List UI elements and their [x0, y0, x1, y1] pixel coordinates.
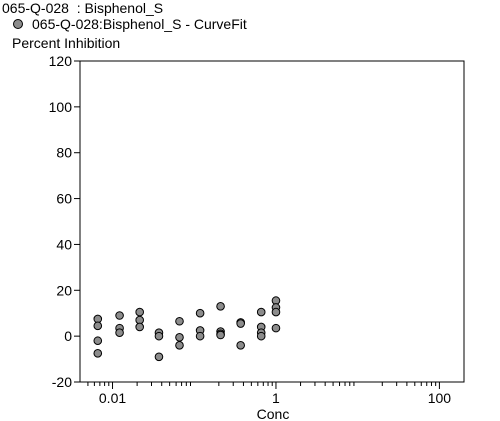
data-point	[93, 349, 103, 358]
data-point	[115, 328, 124, 338]
data-point	[256, 307, 266, 317]
data-point	[93, 321, 103, 331]
y-tick-label: 20	[56, 282, 72, 298]
data-point	[135, 322, 144, 332]
plot-frame	[79, 60, 465, 383]
legend-label: 065-Q-028:Bisphenol_S - CurveFit	[32, 16, 247, 32]
data-point	[195, 308, 205, 318]
data-point	[175, 316, 184, 326]
y-tick-label: 40	[56, 236, 72, 252]
data-point	[195, 331, 205, 341]
data-point	[271, 307, 281, 317]
data-point	[271, 323, 281, 333]
chart-title: 065-Q-028 : Bisphenol_S	[2, 0, 164, 16]
data-point	[154, 352, 164, 362]
legend-marker	[13, 19, 23, 29]
data-point	[175, 341, 184, 350]
y-tick-label: 100	[49, 99, 73, 115]
data-point	[216, 302, 225, 311]
x-tick-label: 1	[272, 390, 280, 406]
data-point	[175, 332, 184, 342]
x-axis-label: Conc	[257, 406, 290, 421]
data-point	[93, 336, 103, 346]
data-point	[236, 341, 245, 350]
y-tick-label: 0	[64, 328, 72, 344]
y-tick-label: -20	[52, 374, 72, 390]
data-point	[135, 307, 144, 317]
data-point	[256, 331, 266, 341]
data-point	[216, 330, 225, 340]
legend: 065-Q-028:Bisphenol_S - CurveFit	[12, 16, 247, 32]
data-point	[115, 311, 124, 320]
x-tick-label: 0.01	[99, 390, 126, 406]
data-point	[154, 331, 164, 341]
y-tick-label: 80	[56, 145, 72, 161]
y-axis-label: Percent Inhibition	[12, 35, 121, 51]
data-point	[236, 319, 245, 328]
x-tick-label: 100	[428, 390, 452, 406]
y-tick-label: 60	[56, 191, 72, 207]
y-tick-label: 120	[49, 53, 73, 69]
